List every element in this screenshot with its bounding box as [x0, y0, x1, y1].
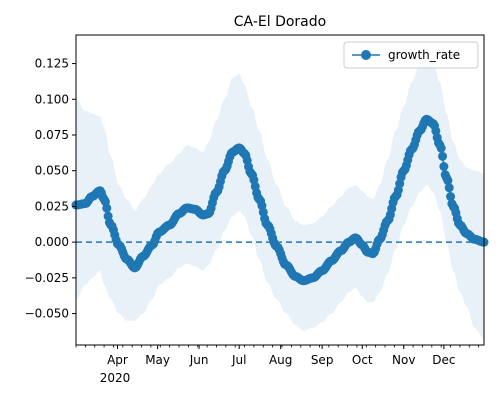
y-tick-label: 0.100: [35, 92, 69, 106]
y-axis: −0.050 −0.025 0.000 0.025 0.050 0.075 0.100 0.1…: [25, 57, 76, 321]
x-tick-label: Oct: [352, 353, 373, 367]
plot-area: [71, 34, 489, 346]
growth-rate-point: [444, 183, 454, 193]
x-tick-label: Jun: [189, 353, 209, 367]
legend-marker-swatch: [361, 50, 371, 60]
confidence-band-layer: [76, 56, 484, 340]
growth-rate-point: [438, 151, 448, 161]
x-axis-year-label: 2020: [100, 371, 131, 385]
confidence-band: [76, 56, 484, 340]
y-tick-label: 0.125: [35, 57, 69, 71]
growth-rate-point: [102, 203, 112, 213]
series-points-layer: [71, 114, 489, 286]
x-tick-label: Nov: [392, 353, 415, 367]
growth-rate-point: [436, 143, 446, 153]
y-tick-label: 0.075: [35, 128, 69, 142]
legend-box: [343, 41, 479, 69]
x-tick-label: Dec: [432, 353, 455, 367]
growth-rate-point: [443, 176, 453, 186]
y-tick-label: 0.025: [35, 199, 69, 213]
x-tick-label: May: [145, 353, 170, 367]
x-tick-label: Jul: [231, 353, 246, 367]
x-axis: Apr May Jun Jul Aug Sep Oct Nov Dec: [75, 345, 480, 367]
growth-rate-point: [446, 192, 456, 202]
x-tick-label: Apr: [107, 353, 128, 367]
legend: growth_rate: [343, 41, 479, 69]
legend-label: growth_rate: [388, 48, 460, 62]
y-tick-label: 0.000: [35, 235, 69, 249]
chart-title: CA-El Dorado: [234, 14, 326, 30]
axes-frame: [75, 34, 485, 346]
x-tick-label: Sep: [311, 353, 334, 367]
y-tick-label: −0.025: [25, 271, 69, 285]
growth-rate-point: [439, 162, 449, 172]
y-tick-label: 0.050: [35, 164, 69, 178]
x-tick-label: Aug: [269, 353, 292, 367]
y-tick-label: −0.050: [25, 307, 69, 321]
